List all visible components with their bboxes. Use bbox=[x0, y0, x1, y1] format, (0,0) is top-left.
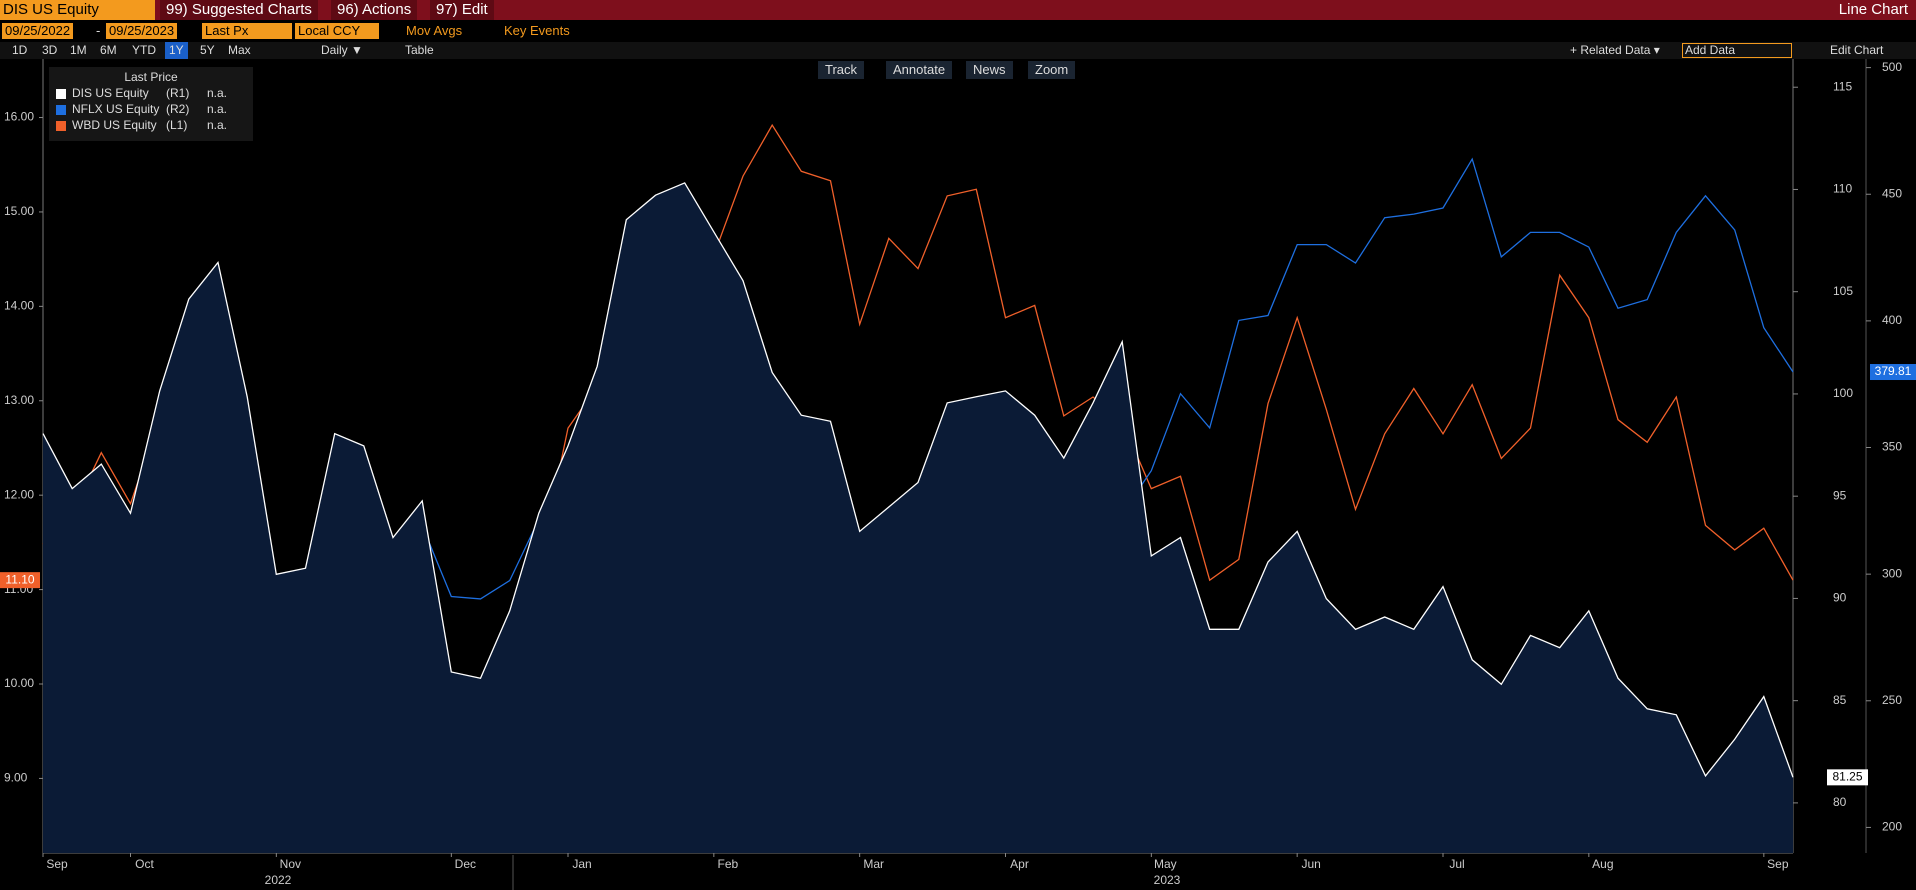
y3-tick-label: 400 bbox=[1882, 313, 1902, 327]
x-tick-label: Jun bbox=[1301, 857, 1320, 871]
period-button[interactable]: 1Y bbox=[165, 42, 188, 59]
y2-tick-label: 85 bbox=[1833, 693, 1847, 707]
last-value-tag bbox=[0, 572, 40, 589]
y-tick-label: 10.00 bbox=[4, 676, 34, 690]
y3-tick-label: 450 bbox=[1882, 186, 1902, 200]
x-tick-label: Sep bbox=[1767, 857, 1789, 871]
y-tick-label: 9.00 bbox=[4, 771, 28, 785]
y2-tick-label: 115 bbox=[1833, 79, 1852, 93]
y3-tick-label: 500 bbox=[1882, 60, 1902, 74]
field[interactable]: Last Px bbox=[202, 23, 292, 39]
period-button[interactable]: 3D bbox=[42, 43, 58, 57]
y-tick-label: 14.00 bbox=[4, 299, 34, 313]
legend-axis: (R1) bbox=[166, 86, 189, 100]
period-button[interactable]: Max bbox=[228, 43, 251, 57]
related-data[interactable]: + Related Data ▾ bbox=[1570, 43, 1660, 57]
last-value-label: 81.25 bbox=[1832, 770, 1862, 784]
legend-label: WBD US Equity bbox=[72, 118, 157, 132]
menu[interactable]: 96) Actions bbox=[331, 0, 418, 20]
x-tick-label: May bbox=[1154, 857, 1177, 871]
period-button[interactable]: YTD bbox=[132, 43, 156, 57]
settings-bar: 09/25/2022 - 09/25/2023 Last Px Local CC… bbox=[0, 20, 1916, 42]
last-value-label: 379.81 bbox=[1875, 364, 1912, 378]
legend-axis: (L1) bbox=[166, 118, 187, 132]
last-value-tag bbox=[1870, 364, 1916, 381]
x-tick-label: Feb bbox=[717, 857, 738, 871]
legend-value: n.a. bbox=[207, 86, 227, 100]
currency[interactable]: Local CCY bbox=[295, 23, 379, 39]
legend-swatch bbox=[56, 105, 66, 115]
legend-box bbox=[49, 67, 253, 141]
toggle[interactable]: Mov Avgs bbox=[406, 23, 463, 38]
security-field[interactable]: DIS US Equity bbox=[0, 0, 155, 20]
chart-tool[interactable]: Track bbox=[818, 61, 865, 79]
x-tick-label: Oct bbox=[135, 857, 154, 871]
x-tick-label: Jul bbox=[1449, 857, 1464, 871]
last-value-tag bbox=[1827, 769, 1868, 786]
chart-tool[interactable]: Annotate bbox=[886, 61, 953, 79]
y2-tick-label: 95 bbox=[1833, 488, 1847, 502]
legend-label: NFLX US Equity bbox=[72, 102, 159, 116]
add-data-field[interactable]: Add Data bbox=[1682, 43, 1792, 58]
end-date[interactable]: 09/25/2023 bbox=[106, 23, 178, 39]
period-button[interactable]: 1D bbox=[12, 43, 28, 57]
year-label: 2023 bbox=[1154, 873, 1181, 887]
y-tick-label: 13.00 bbox=[4, 393, 34, 407]
table-button[interactable]: Table bbox=[405, 43, 434, 57]
period-bar: Daily ▼ Table + Related Data ▾ Add Data … bbox=[0, 42, 1916, 59]
year-label: 2022 bbox=[265, 873, 292, 887]
legend-swatch bbox=[56, 89, 66, 99]
edit-chart[interactable]: Edit Chart bbox=[1830, 43, 1884, 57]
x-tick-label: Dec bbox=[455, 857, 476, 871]
legend-swatch bbox=[56, 121, 66, 131]
x-tick-label: Nov bbox=[280, 857, 301, 871]
y2-tick-label: 110 bbox=[1833, 182, 1852, 196]
x-tick-label: Mar bbox=[863, 857, 884, 871]
y2-tick-label: 105 bbox=[1833, 284, 1853, 298]
chart-tool[interactable]: News bbox=[966, 61, 1013, 79]
period-button[interactable]: 6M bbox=[100, 43, 117, 57]
last-value-label: 11.10 bbox=[5, 572, 34, 586]
period-button[interactable]: 5Y bbox=[200, 43, 215, 57]
chart-tool[interactable]: Zoom bbox=[1028, 61, 1076, 79]
period-button[interactable]: 1M bbox=[70, 43, 87, 57]
y2-tick-label: 80 bbox=[1833, 795, 1847, 809]
legend-title: Last Price bbox=[124, 70, 178, 84]
y3-tick-label: 200 bbox=[1882, 820, 1902, 834]
y3-tick-label: 250 bbox=[1882, 693, 1902, 707]
menu[interactable]: 97) Edit bbox=[430, 0, 494, 20]
date-separator: - bbox=[96, 23, 101, 38]
start-date[interactable]: 09/25/2022 bbox=[2, 23, 74, 39]
x-tick-label: Sep bbox=[46, 857, 68, 871]
title-bar: DIS US Equity 99) Suggested Charts 96) A… bbox=[0, 0, 1916, 20]
x-tick-label: Jan bbox=[572, 857, 591, 871]
y3-tick-label: 350 bbox=[1882, 440, 1902, 454]
toggle[interactable]: Key Events bbox=[504, 23, 570, 38]
y-tick-label: 15.00 bbox=[4, 204, 34, 218]
legend-value: n.a. bbox=[207, 118, 227, 132]
legend-axis: (R2) bbox=[166, 102, 189, 116]
chart-type: Line Chart bbox=[1838, 1, 1908, 18]
y-tick-label: 16.00 bbox=[4, 110, 34, 124]
y-tick-label: 12.00 bbox=[4, 487, 34, 501]
legend-label: DIS US Equity bbox=[72, 86, 149, 100]
line bbox=[42, 182, 1794, 778]
frequency[interactable]: Daily ▼ bbox=[321, 43, 363, 57]
legend-value: n.a. bbox=[207, 102, 227, 116]
y3-tick-label: 300 bbox=[1882, 566, 1902, 580]
area bbox=[43, 182, 1793, 853]
x-tick-label: Aug bbox=[1592, 857, 1613, 871]
y2-tick-label: 100 bbox=[1833, 386, 1853, 400]
x-tick-label: Apr bbox=[1010, 857, 1029, 871]
y2-tick-label: 90 bbox=[1833, 591, 1847, 605]
menu[interactable]: 99) Suggested Charts bbox=[160, 0, 318, 20]
